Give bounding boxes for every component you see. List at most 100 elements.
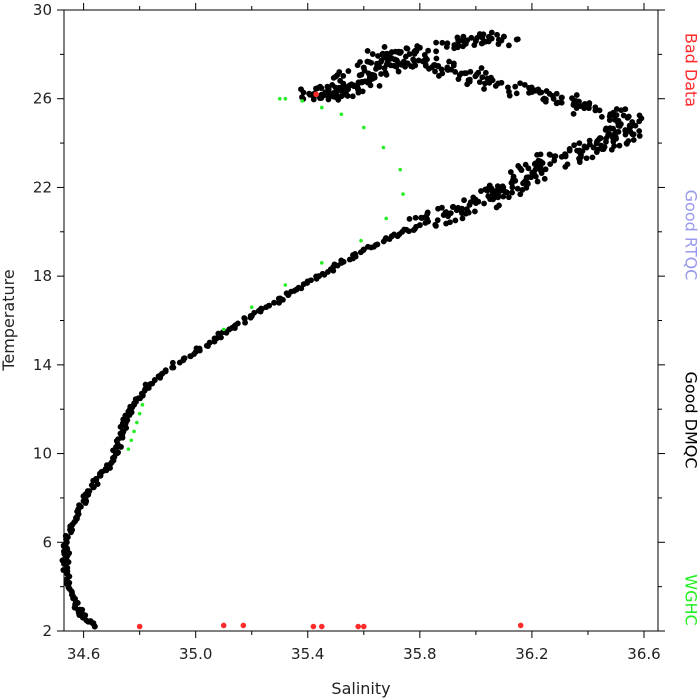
good-dmqc-point — [564, 161, 571, 168]
good-dmqc-point — [478, 65, 485, 71]
bad-data-point — [240, 622, 247, 629]
good-dmqc-point — [374, 241, 381, 248]
good-dmqc-point — [523, 174, 530, 181]
good-dmqc-point — [526, 89, 532, 96]
good-dmqc-point — [505, 42, 512, 49]
good-dmqc-point — [364, 47, 371, 54]
good-dmqc-point — [611, 143, 618, 149]
good-dmqc-point — [386, 236, 393, 242]
good-dmqc-point — [266, 302, 272, 309]
wghc-point — [132, 429, 136, 434]
good-dmqc-point — [151, 377, 158, 383]
y-tick-label: 30 — [33, 1, 52, 19]
bad-data-point — [517, 622, 524, 629]
good-dmqc-point — [338, 93, 345, 100]
good-dmqc-point — [480, 31, 487, 38]
y-axis-label: Temperature — [0, 269, 18, 371]
good-dmqc-point — [586, 141, 593, 148]
good-dmqc-point — [433, 55, 440, 62]
good-dmqc-point — [376, 82, 383, 89]
good-dmqc-point — [537, 158, 543, 165]
good-dmqc-point — [147, 381, 154, 387]
legend: Bad Data Good RTQC Good DMQC WGHC — [682, 33, 700, 626]
good-dmqc-point — [410, 56, 417, 63]
good-dmqc-point — [299, 94, 305, 101]
good-dmqc-point — [573, 105, 580, 111]
wghc-point — [135, 420, 139, 425]
good-dmqc-point — [532, 87, 539, 94]
good-dmqc-point — [570, 110, 577, 117]
good-dmqc-point — [439, 204, 445, 211]
good-dmqc-point — [468, 34, 475, 41]
good-dmqc-point — [461, 197, 467, 204]
good-dmqc-point — [76, 606, 83, 613]
x-tick-label: 35.4 — [291, 645, 324, 663]
good-dmqc-point — [415, 57, 422, 64]
good-dmqc-point — [340, 73, 347, 79]
y-tick-label: 6 — [42, 533, 52, 551]
good-dmqc-point — [508, 179, 515, 186]
good-dmqc-point — [115, 449, 122, 456]
x-tick-label: 36.2 — [515, 645, 548, 663]
good-dmqc-point — [157, 372, 164, 379]
good-dmqc-point — [506, 92, 513, 99]
good-dmqc-point — [542, 166, 549, 173]
good-dmqc-point — [395, 68, 402, 75]
legend-entry-good-dmqc: Good DMQC — [682, 371, 700, 468]
good-dmqc-point — [76, 502, 82, 509]
good-dmqc-point — [603, 138, 609, 145]
good-dmqc-point — [406, 51, 413, 57]
good-dmqc-point — [500, 193, 507, 200]
good-dmqc-point — [517, 80, 524, 87]
good-dmqc-point — [454, 44, 461, 51]
good-dmqc-point — [414, 43, 421, 49]
good-dmqc-point — [438, 66, 445, 73]
good-dmqc-point — [169, 364, 176, 371]
good-dmqc-point — [325, 93, 332, 100]
good-dmqc-point — [433, 48, 440, 55]
wghc-point — [300, 99, 304, 103]
good-dmqc-point — [481, 86, 487, 92]
good-dmqc-point — [598, 142, 605, 149]
good-dmqc-point — [505, 194, 512, 201]
good-dmqc-point — [375, 53, 381, 59]
good-dmqc-point — [343, 90, 349, 96]
good-dmqc-point — [408, 63, 414, 70]
good-dmqc-point — [298, 86, 304, 93]
good-dmqc-point — [308, 277, 314, 284]
good-dmqc-point — [474, 34, 480, 41]
good-dmqc-point — [576, 98, 582, 105]
good-dmqc-point — [625, 138, 632, 144]
good-dmqc-point — [387, 62, 394, 69]
good-dmqc-point — [518, 167, 525, 174]
good-dmqc-point — [180, 355, 187, 362]
good-dmqc-point — [449, 204, 456, 210]
good-dmqc-point — [213, 335, 220, 342]
bad-data-point — [313, 91, 319, 98]
good-dmqc-point — [460, 33, 467, 40]
wghc-point — [398, 167, 403, 172]
bad-data-point — [310, 623, 317, 630]
good-dmqc-point — [345, 68, 352, 74]
good-dmqc-point — [473, 71, 480, 78]
good-dmqc-point — [615, 117, 622, 124]
y-tick-label: 2 — [42, 622, 52, 640]
good-dmqc-point — [291, 288, 298, 294]
good-dmqc-point — [340, 258, 347, 265]
good-dmqc-point — [486, 78, 493, 85]
good-dmqc-point — [443, 209, 450, 215]
good-dmqc-point — [476, 79, 483, 85]
good-dmqc-point — [332, 84, 339, 91]
good-dmqc-point — [313, 273, 319, 280]
good-dmqc-point — [360, 247, 367, 254]
wghc-point — [221, 327, 226, 332]
wghc-series — [126, 96, 405, 451]
good-dmqc-point — [318, 91, 325, 98]
good-dmqc-point — [573, 92, 580, 98]
good-dmqc-point — [434, 217, 441, 224]
wghc-point — [362, 125, 366, 130]
good-dmqc-point — [107, 461, 114, 468]
good-dmqc-point — [446, 58, 452, 65]
wghc-point — [249, 305, 254, 309]
good-dmqc-point — [494, 31, 500, 38]
